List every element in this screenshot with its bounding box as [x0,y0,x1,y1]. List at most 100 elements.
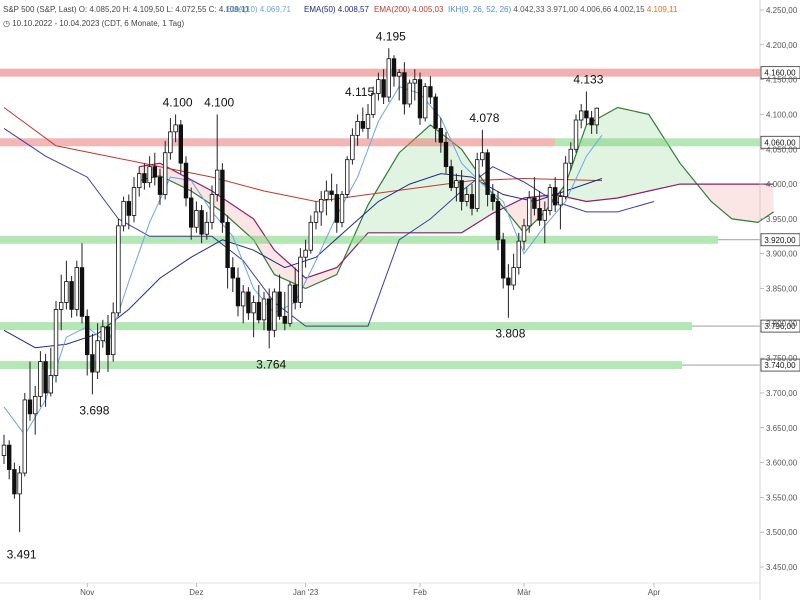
candle-body [292,284,298,303]
level-band [0,235,718,244]
candle-body [568,148,573,164]
candle-body [360,121,365,129]
level-band [555,138,760,147]
candle-body [334,194,339,223]
level-label: 4.060,00 [764,138,796,147]
candle-body [443,141,449,168]
y-tick-label: 4.050,00 [766,145,798,154]
level-label: 3.740,00 [764,361,796,370]
y-tick-label: 3.600,00 [766,459,798,468]
candle-body [422,86,428,119]
candle-body [438,127,443,143]
level-label: 3.920,00 [764,236,796,245]
price-annotation: 3.698 [79,403,109,417]
candle-body [579,110,584,121]
candle-body [521,225,527,242]
candle-body [7,444,12,470]
y-tick-label: 3.900,00 [766,250,798,259]
x-tick-label: Mär [517,588,531,597]
candle-body [428,86,433,98]
level-band-left [0,138,555,147]
cloud-segment [698,184,774,223]
candle-body [147,166,152,184]
candles [1,48,599,533]
candle-body [126,201,131,216]
cloud-segment [139,163,345,289]
candle-body [95,340,100,373]
candle-body [448,166,454,188]
level-band [0,68,760,77]
y-tick-label: 4.250,00 [766,6,798,15]
candle-body [38,361,43,397]
candle-body [27,399,33,415]
candle-body [178,124,183,164]
level-label-box [760,233,800,247]
candle-body [266,298,272,331]
y-tick-label: 3.950,00 [766,215,798,224]
candle-body [64,281,69,303]
candle-body [500,239,506,279]
candle-body [318,198,324,213]
level-label: 4.160,00 [764,69,796,78]
candle-body [474,159,480,209]
candle-body [485,152,490,195]
annotations: 3.491 3.698 4.100 4.100 4.115 3.764 4.195 4.078… [7,29,604,561]
candle-body [376,79,381,94]
candle-body [495,201,501,241]
candle-body [454,180,459,188]
candle-body [235,277,241,307]
candle-body [537,208,542,221]
candle-body [308,221,313,251]
candle-body [506,277,511,286]
candle-body [573,119,579,150]
price-annotation: 3.764 [256,357,286,371]
price-annotation: 4.078 [469,111,499,125]
candle-body [79,267,85,317]
y-tick-label: 3.750,00 [766,354,798,363]
cloud-segment [557,107,699,202]
candle-body [365,114,371,129]
candle-body [459,180,464,202]
y-axis: 4.250,00 4.200,00 4.150,00 4.100,00 4.050,00… [759,0,798,600]
x-tick-label: Nov [80,588,94,597]
candle-body [12,469,17,495]
candle-body [48,375,53,394]
candle-body [256,302,261,321]
candle-body [69,281,74,310]
x-tick-label: Dez [189,588,203,597]
candle-body [183,162,189,199]
ikh-legend: IKH(9, 26, 52, 26) 4.042,33 3.971,00 4.0… [448,5,678,14]
level-band [0,361,682,370]
candle-body [90,354,95,373]
y-tick-label: 4.100,00 [766,110,798,119]
candle-body [381,79,386,98]
candle-body [214,169,220,195]
candle-body [1,444,7,457]
candle-body [85,315,90,356]
x-tick-label: Jan '23 [293,588,319,597]
ema10-legend: EMA(10) 4.069,71 [226,5,291,14]
candle-body [136,173,142,188]
candle-body [386,58,391,98]
ema200-line [3,107,603,203]
candle-body [298,256,303,303]
candle-body [220,169,225,223]
price-annotation: 4.100 [163,95,193,109]
candle-body [339,194,345,223]
y-tick-label: 3.800,00 [766,319,798,328]
ichimoku-cloud [139,106,774,290]
chart-header: S&P 500 (S&P, Last) O: 4.085,20 H: 4.109… [3,5,678,28]
candle-body [350,134,355,161]
candle-body [412,79,417,84]
candle-body [469,194,475,209]
level-label-box [760,358,800,372]
candle-body [396,72,402,77]
candle-body [563,162,568,197]
ema200-legend: EMA(200) 4.005,03 [374,5,444,14]
candle-body [74,267,79,310]
price-annotation: 4.115 [345,85,374,99]
candle-body [199,210,204,235]
candle-body [516,240,521,269]
candle-body [168,131,173,154]
